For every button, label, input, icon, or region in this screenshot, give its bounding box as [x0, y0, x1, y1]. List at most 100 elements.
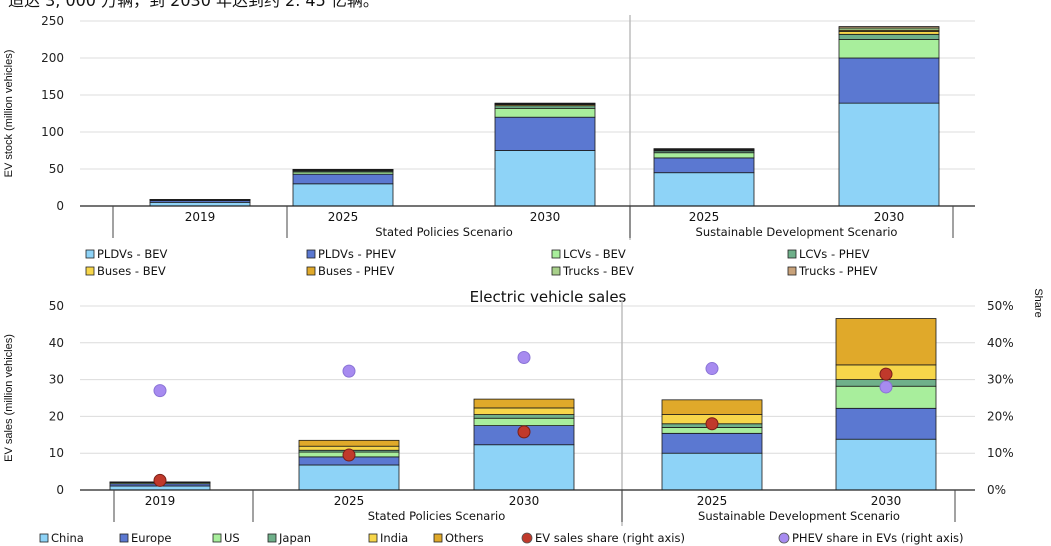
category-label: 2030	[509, 494, 540, 508]
legend-swatch	[433, 533, 443, 543]
legend-label: Others	[445, 531, 484, 545]
y-tick-label: 0	[56, 199, 64, 213]
y-tick-label: 50	[49, 162, 64, 176]
top-caption: 适达 3, 000 万辆，到 2030 年达到约 2. 45 亿辆。	[8, 0, 379, 10]
category-label: 2030	[530, 210, 561, 224]
bar-segment	[494, 150, 596, 207]
bar-segment	[473, 407, 575, 415]
bar-segment	[838, 102, 940, 207]
category-label: 2030	[871, 494, 902, 508]
legend-swatch	[368, 533, 378, 543]
legend-label: India	[380, 531, 408, 545]
y-tick-label: 40	[49, 336, 64, 350]
legend-label: PLDVs - BEV	[97, 247, 167, 261]
y2-tick-label: 40%	[987, 336, 1014, 350]
y-axis-label: EV stock (million vehicles)	[3, 50, 15, 178]
bar-segment	[292, 173, 394, 185]
bar-segment	[653, 157, 755, 174]
legend-marker	[778, 532, 790, 544]
bar-segment	[494, 116, 596, 151]
scenario-label: Sustainable Development Scenario	[698, 509, 900, 523]
legend-label: PLDVs - PHEV	[318, 247, 396, 261]
y-tick-label: 100	[41, 125, 64, 139]
category-label: 2030	[874, 210, 905, 224]
y2-axis-label: Share	[1032, 288, 1044, 317]
legend-label: Trucks - PHEV	[798, 264, 878, 278]
data-point	[153, 473, 167, 487]
legend-label: LCVs - BEV	[563, 247, 626, 261]
legend-swatch	[551, 249, 561, 259]
legend-marker	[521, 532, 533, 544]
data-point	[879, 380, 893, 394]
legend-swatch	[551, 266, 561, 276]
category-label: 2019	[145, 494, 176, 508]
category-label: 2025	[697, 494, 728, 508]
bar-segment	[653, 172, 755, 207]
scenario-label: Stated Policies Scenario	[375, 225, 513, 239]
bar-segment	[298, 439, 400, 447]
data-point	[153, 384, 167, 398]
y2-tick-label: 30%	[987, 373, 1014, 387]
legend-swatch	[85, 249, 95, 259]
bar-segment	[838, 57, 940, 104]
legend-label: EV sales share (right axis)	[535, 531, 685, 545]
legend-swatch	[787, 266, 797, 276]
legend-swatch	[306, 249, 316, 259]
bar-segment	[661, 432, 763, 454]
y-tick-label: 200	[41, 51, 64, 65]
bar-segment	[661, 452, 763, 491]
legend-swatch	[85, 266, 95, 276]
legend-swatch	[787, 249, 797, 259]
legend-swatch	[119, 533, 129, 543]
category-label: 2025	[689, 210, 720, 224]
bar-segment	[661, 399, 763, 415]
legend-swatch	[306, 266, 316, 276]
bar-segment	[838, 30, 940, 35]
bar-segment	[473, 417, 575, 426]
y-axis-label: EV sales (million vehicles)	[3, 334, 15, 462]
legend-label: Buses - PHEV	[318, 264, 395, 278]
data-point	[342, 448, 356, 462]
legend-swatch	[267, 533, 277, 543]
bar-segment	[838, 39, 940, 59]
y-tick-label: 150	[41, 88, 64, 102]
data-point	[517, 425, 531, 439]
category-label: 2019	[185, 210, 216, 224]
legend-label: LCVs - PHEV	[799, 247, 870, 261]
bar-segment	[835, 318, 937, 366]
data-point	[517, 351, 531, 365]
data-point	[705, 362, 719, 376]
data-point	[879, 367, 893, 381]
bar-segment	[494, 107, 596, 118]
y-tick-label: 10	[49, 446, 64, 460]
y2-tick-label: 0%	[987, 483, 1006, 497]
bar-segment	[838, 26, 940, 29]
legend-label: PHEV share in EVs (right axis)	[792, 531, 964, 545]
bar-segment	[838, 33, 940, 40]
bar-segment	[835, 438, 937, 491]
category-label: 2025	[328, 210, 359, 224]
scenario-label: Sustainable Development Scenario	[696, 225, 898, 239]
y2-tick-label: 50%	[987, 299, 1014, 313]
y-tick-label: 20	[49, 409, 64, 423]
bar-segment	[473, 414, 575, 419]
data-point	[342, 364, 356, 378]
category-label: 2025	[334, 494, 365, 508]
y2-tick-label: 10%	[987, 446, 1014, 460]
data-point	[705, 417, 719, 431]
ev-stock-chart: 0 50 100 150 200 250 EV stock (million vehicle…	[3, 14, 975, 278]
legend-swatch	[39, 533, 49, 543]
y2-tick-label: 20%	[987, 409, 1014, 423]
bar-segment	[473, 444, 575, 491]
legend-label: Buses - BEV	[97, 264, 166, 278]
bar-segment	[835, 407, 937, 440]
y-tick-label: 30	[49, 373, 64, 387]
y-tick-label: 50	[49, 299, 64, 313]
chart-title: Electric vehicle sales	[470, 288, 627, 306]
y-tick-label: 250	[41, 14, 64, 28]
legend-label: Europe	[131, 531, 171, 545]
legend-swatch	[212, 533, 222, 543]
bar-segment	[473, 398, 575, 409]
